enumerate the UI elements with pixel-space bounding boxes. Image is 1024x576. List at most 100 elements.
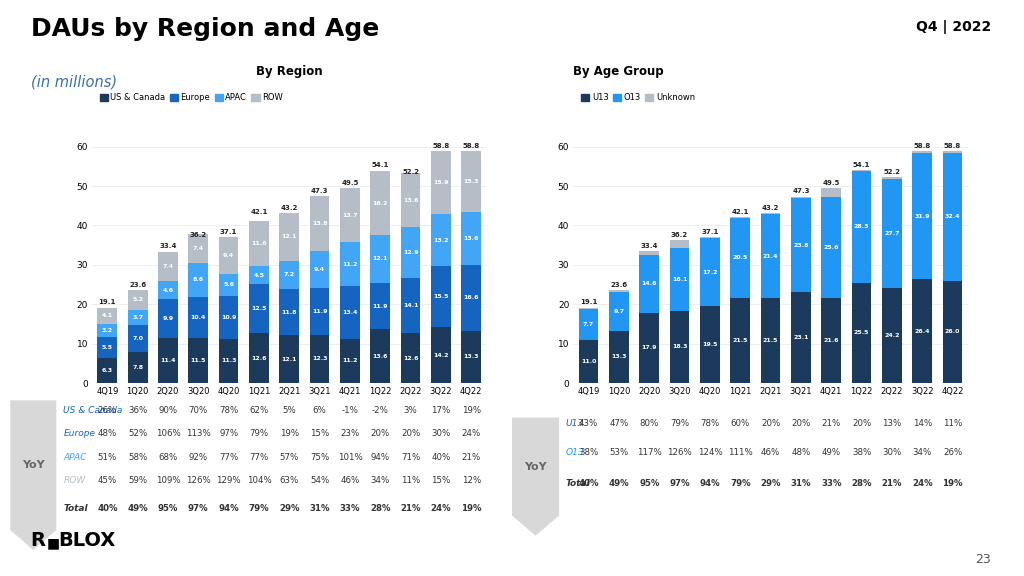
Text: 101%: 101% [338, 453, 362, 462]
Text: 19%: 19% [462, 406, 481, 415]
Text: 21.6: 21.6 [823, 338, 839, 343]
Bar [943, 151, 963, 153]
Text: 15%: 15% [310, 429, 330, 438]
Text: 11.6: 11.6 [251, 241, 266, 246]
Text: 70%: 70% [188, 406, 208, 415]
Text: 20%: 20% [852, 419, 871, 428]
Text: -2%: -2% [372, 406, 389, 415]
Text: 12.3: 12.3 [312, 357, 328, 361]
Text: 7.4: 7.4 [163, 264, 173, 269]
Bar [309, 251, 330, 288]
Text: 42.1: 42.1 [731, 209, 749, 215]
Bar [852, 170, 871, 171]
Bar [280, 335, 299, 383]
Text: 5.2: 5.2 [132, 297, 143, 302]
Text: 21.4: 21.4 [763, 253, 778, 259]
Text: 124%: 124% [697, 448, 722, 457]
Text: 13.4: 13.4 [342, 310, 357, 315]
Bar [158, 281, 178, 299]
Text: 33%: 33% [340, 503, 360, 513]
Bar [219, 274, 239, 295]
Text: 36.2: 36.2 [189, 232, 207, 238]
Text: 4.5: 4.5 [253, 273, 264, 278]
Text: 8.6: 8.6 [193, 277, 204, 282]
Text: 13.3: 13.3 [464, 354, 479, 359]
Bar [639, 252, 659, 255]
Text: 77%: 77% [219, 453, 239, 462]
Text: 13.8: 13.8 [312, 221, 328, 226]
Bar [249, 221, 269, 267]
Bar [431, 266, 451, 327]
Bar [821, 188, 841, 197]
Text: 38%: 38% [579, 448, 598, 457]
Bar [280, 289, 299, 335]
Bar [700, 237, 720, 238]
Text: 30%: 30% [431, 429, 451, 438]
Text: 36%: 36% [128, 406, 147, 415]
Text: DAUs by Region and Age: DAUs by Region and Age [31, 17, 379, 41]
Bar [158, 252, 178, 281]
Text: R: R [31, 531, 46, 550]
Text: 109%: 109% [156, 476, 180, 486]
Bar [882, 288, 902, 383]
Bar [188, 234, 208, 263]
Text: 9.7: 9.7 [613, 309, 625, 314]
Text: 32.4: 32.4 [945, 214, 961, 219]
Text: 58.8: 58.8 [432, 143, 450, 149]
Text: By Region: By Region [256, 65, 323, 78]
Bar [943, 153, 963, 281]
Legend: U13, O13, Unknown: U13, O13, Unknown [578, 90, 698, 105]
Bar [309, 288, 330, 335]
Text: 19%: 19% [280, 429, 299, 438]
Text: 21%: 21% [462, 453, 481, 462]
Bar [821, 197, 841, 298]
Text: 7.2: 7.2 [284, 272, 295, 277]
Text: 11%: 11% [943, 419, 963, 428]
Text: 20%: 20% [371, 429, 390, 438]
Bar [609, 331, 629, 383]
Text: O13: O13 [565, 448, 584, 457]
Text: 71%: 71% [401, 453, 420, 462]
Text: 48%: 48% [792, 448, 811, 457]
Text: 12.6: 12.6 [402, 356, 419, 361]
Text: 5.5: 5.5 [101, 345, 113, 350]
Text: 59%: 59% [128, 476, 147, 486]
Text: 11.4: 11.4 [160, 358, 176, 363]
Bar [609, 290, 629, 293]
Bar [700, 238, 720, 306]
Text: 52%: 52% [128, 429, 147, 438]
Text: 77%: 77% [249, 453, 268, 462]
Bar [188, 338, 208, 383]
Bar [730, 218, 751, 298]
Text: 11.9: 11.9 [312, 309, 328, 314]
Text: 43%: 43% [579, 419, 598, 428]
Text: 31.9: 31.9 [914, 214, 930, 219]
Text: 15%: 15% [431, 476, 451, 486]
Text: 49%: 49% [608, 479, 629, 488]
Bar [852, 283, 871, 383]
Text: 11.5: 11.5 [190, 358, 206, 363]
Text: 9.9: 9.9 [163, 316, 173, 321]
Bar [609, 293, 629, 331]
Text: 80%: 80% [640, 419, 658, 428]
Text: 7.4: 7.4 [193, 246, 204, 251]
Bar [431, 327, 451, 383]
Bar [128, 325, 147, 353]
Text: 20.5: 20.5 [732, 256, 748, 260]
Text: BLOX: BLOX [58, 531, 116, 550]
Text: 49.5: 49.5 [341, 180, 358, 185]
Text: 3%: 3% [403, 406, 418, 415]
Text: 14%: 14% [912, 419, 932, 428]
Text: 17%: 17% [431, 406, 451, 415]
Text: 15.5: 15.5 [433, 294, 449, 299]
Text: Total: Total [63, 503, 88, 513]
Text: 13%: 13% [883, 419, 901, 428]
Text: 11.2: 11.2 [342, 262, 357, 267]
Text: 20%: 20% [401, 429, 420, 438]
Text: 29%: 29% [279, 503, 300, 513]
Text: 94%: 94% [218, 503, 239, 513]
Bar [158, 299, 178, 338]
Text: 18.3: 18.3 [672, 344, 687, 350]
Text: 63%: 63% [280, 476, 299, 486]
Bar [943, 281, 963, 383]
